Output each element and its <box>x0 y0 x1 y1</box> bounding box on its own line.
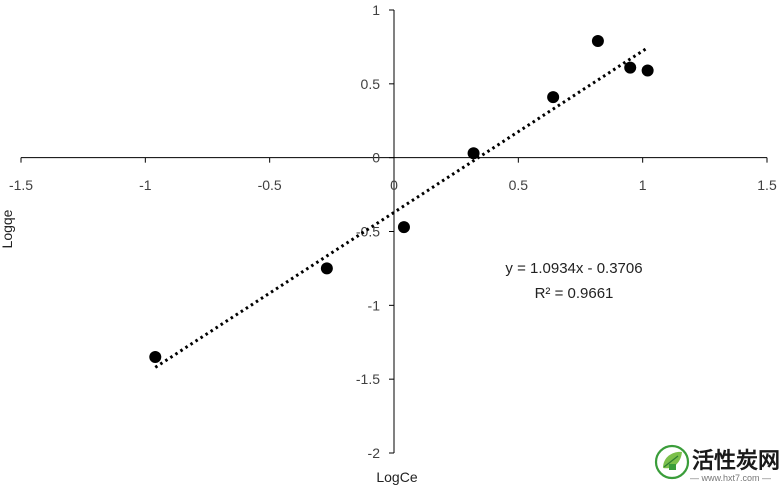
x-tick-label: 0 <box>390 177 398 193</box>
x-axis-label: LogCe <box>376 469 417 485</box>
data-point <box>320 262 333 275</box>
data-point <box>397 221 410 234</box>
data-point <box>624 61 637 74</box>
y-tick-label: -1.5 <box>356 371 380 387</box>
trendline-equation: y = 1.0934x - 0.3706 <box>505 260 642 277</box>
x-tick-label: -0.5 <box>258 177 282 193</box>
x-tick-label: 0.5 <box>509 177 529 193</box>
data-point <box>149 351 162 364</box>
x-tick-label: -1 <box>139 177 152 193</box>
data-point <box>591 35 604 48</box>
y-axis-label: Logqe <box>0 209 15 248</box>
x-tick-label: 1 <box>639 177 647 193</box>
leaf-logo-icon <box>654 444 690 480</box>
watermark: 活性炭网 — www.hxt7.com — <box>654 444 780 483</box>
y-tick-label: -0.5 <box>356 224 380 240</box>
trendline <box>154 46 649 369</box>
y-tick-label: -2 <box>368 445 381 461</box>
watermark-text: 活性炭网 <box>692 448 780 473</box>
data-point <box>467 147 480 160</box>
data-points <box>149 35 654 364</box>
y-tick-label: 0 <box>372 150 380 166</box>
y-tick-label: -1 <box>368 297 381 313</box>
r-squared-label: R² = 0.9661 <box>535 285 614 302</box>
tick-labels: -1.5 -1 -0.5 0 0.5 1 1.5 1 0.5 0 -0.5 -1 -1.5 -2 <box>9 2 777 461</box>
x-tick-label: -1.5 <box>9 177 33 193</box>
data-point <box>641 64 654 77</box>
y-tick-label: 1 <box>372 2 380 18</box>
x-tick-label: 1.5 <box>757 177 777 193</box>
y-tick-label: 0.5 <box>361 76 381 92</box>
data-point <box>547 91 560 104</box>
watermark-url: — www.hxt7.com — <box>690 473 771 483</box>
axes <box>20 9 768 454</box>
trendline-layer <box>154 46 649 369</box>
